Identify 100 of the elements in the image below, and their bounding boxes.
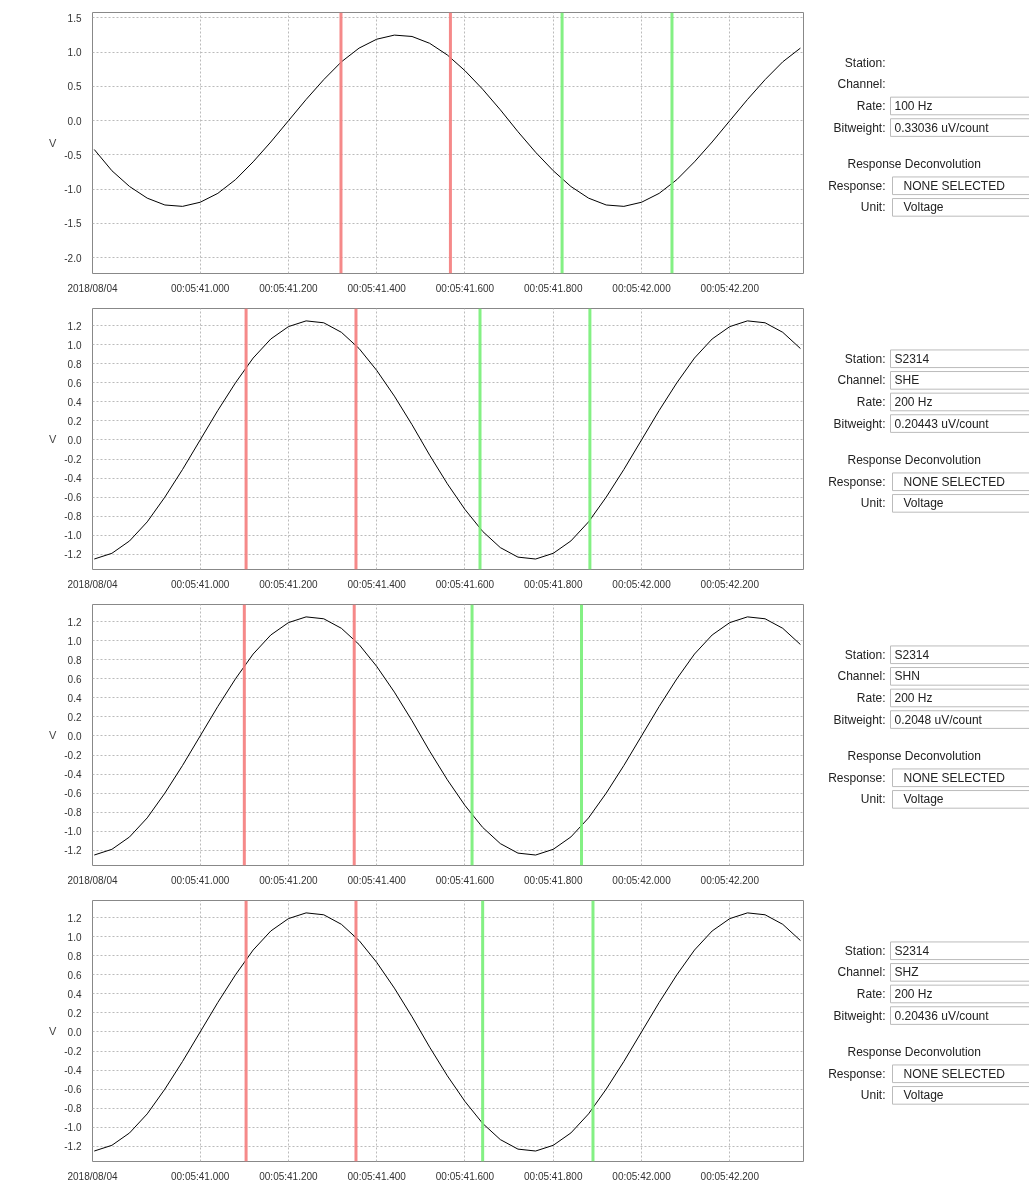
y-tick-label: 0.6 [67,673,82,685]
y-axis-title: V [48,137,57,149]
y-tick-label: -0.4 [64,769,82,781]
x-tick-label: 00:05:41.000 [170,874,230,886]
line-series [93,912,801,1152]
x-tick-label: 00:05:41.400 [347,874,407,886]
y-tick-label: 0.4 [67,396,82,408]
text: Bitweight: 0.20443 uV/count [833,416,990,431]
text: Bitweight: 0.2048 uV/count [833,712,983,727]
y-tick-label: 1.2 [67,320,82,332]
y-tick-label: -0.8 [64,511,82,523]
text: Channel: SHN [837,669,920,684]
y-tick-label: -1.2 [64,549,82,561]
text: Rate: 100 Hz [856,98,933,113]
x-tick-label: 00:05:41.200 [259,1170,319,1182]
x-tick-label: 00:05:41.400 [347,1170,407,1182]
x-tick-label: 00:05:42.000 [612,578,672,590]
text: Unit: Voltage [860,1088,944,1103]
text: Unit: Voltage [860,792,944,807]
x-tick-label: 2018/08/04 [67,282,118,294]
x-tick-label: 2018/08/04 [67,578,118,590]
text: Unit: Voltage [860,496,944,511]
y-tick-label: -0.2 [64,454,82,465]
y-tick-label: -1.2 [64,845,82,857]
y-tick-label: 0.5 [67,81,82,93]
text: Response: NONE SELECTED [828,474,1005,489]
x-tick-label: 00:05:41.800 [524,578,583,590]
y-tick-label: -0.4 [64,473,82,485]
y-tick-label: 0.8 [67,654,82,666]
x-tick-label: 00:05:41.600 [435,1170,495,1182]
y-tick-label: 0.4 [67,692,82,704]
x-tick-label: 00:05:41.400 [347,282,407,294]
y-tick-label: -0.2 [64,1046,82,1057]
text: Bitweight: 0.33036 uV/count [833,120,990,135]
text: Response: NONE SELECTED [828,770,1005,785]
x-tick-label: 00:05:42.000 [612,874,672,886]
y-tick-label: -1.0 [64,826,82,838]
y-tick-label: -0.4 [64,1065,82,1077]
y-tick-label: -1.5 [64,218,82,230]
text: Station: [844,55,886,70]
text: Bitweight: 0.20436 uV/count [833,1008,990,1023]
y-tick-label: 1.0 [67,931,82,943]
y-tick-label: -0.5 [64,149,82,161]
line-series [93,320,801,560]
text: Station: S2314 [844,943,930,958]
x-tick-label: 2018/08/04 [67,874,118,886]
y-tick-label: 1.0 [67,339,82,351]
line-series [93,34,801,207]
x-tick-label: 00:05:41.600 [435,578,495,590]
x-tick-label: 00:05:42.000 [612,1170,672,1182]
y-tick-label: 0.2 [67,711,82,723]
y-tick-label: -0.8 [64,1103,82,1115]
x-tick-label: 00:05:42.200 [700,578,760,590]
x-tick-label: 00:05:41.400 [347,578,407,590]
y-tick-label: 0.4 [67,988,82,1000]
x-tick-label: 00:05:41.800 [524,282,583,294]
x-tick-label: 00:05:41.600 [435,282,495,294]
y-tick-label: 1.2 [67,912,82,924]
x-tick-label: 00:05:41.800 [524,874,583,886]
text: Response Deconvolution [847,453,981,468]
y-tick-label: 0.6 [67,969,82,981]
y-tick-label: 1.0 [67,635,82,647]
text: Rate: 200 Hz [856,690,933,705]
text: Response Deconvolution [847,1045,981,1060]
y-tick-label: 0.0 [67,434,82,446]
x-tick-label: 00:05:41.800 [524,1170,583,1182]
y-tick-label: -0.8 [64,807,82,819]
x-tick-label: 00:05:41.000 [170,578,230,590]
y-tick-label: 0.6 [67,377,82,389]
line-series [93,616,801,856]
x-tick-label: 00:05:42.200 [700,282,760,294]
y-tick-label: 0.8 [67,358,82,370]
y-tick-label: 0.2 [67,1007,82,1019]
y-tick-label: -1.0 [64,1122,82,1134]
y-tick-label: 1.2 [67,616,82,628]
y-tick-label: -0.6 [64,492,82,504]
y-axis-title: V [48,1025,57,1037]
x-tick-label: 00:05:41.600 [435,874,495,886]
text: Station: S2314 [844,351,930,366]
x-tick-label: 00:05:41.200 [259,282,319,294]
y-axis-title: V [48,433,57,445]
x-tick-label: 00:05:42.200 [700,1170,760,1182]
text: Channel: SHZ [837,965,919,980]
x-tick-label: 00:05:41.000 [170,282,230,294]
text: Response: NONE SELECTED [828,178,1005,193]
y-tick-label: 0.0 [67,1026,82,1038]
y-tick-label: 0.8 [67,950,82,962]
text: Unit: Voltage [860,200,944,215]
y-tick-label: 1.5 [67,12,82,24]
text: Response Deconvolution [847,157,981,172]
text: Channel: [837,77,886,92]
x-tick-label: 00:05:41.000 [170,1170,230,1182]
y-tick-label: -1.0 [64,184,82,196]
y-axis-title: V [48,729,57,741]
y-tick-label: -0.6 [64,1084,82,1096]
text: Response Deconvolution [847,749,981,764]
x-tick-label: 00:05:41.200 [259,578,319,590]
y-tick-label: 1.0 [67,47,82,59]
y-tick-label: 0.0 [67,115,82,127]
text: Channel: SHE [837,373,920,388]
